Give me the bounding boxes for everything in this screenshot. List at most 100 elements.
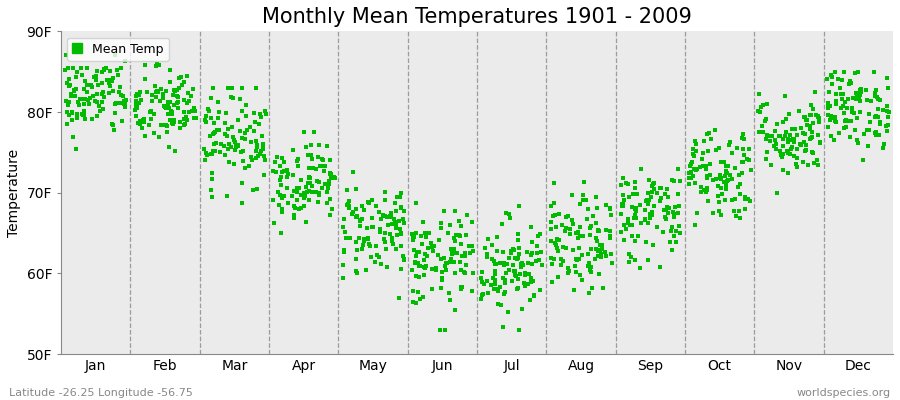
Point — [643, 176, 657, 183]
Point — [176, 79, 191, 85]
Point — [572, 256, 586, 262]
Point — [372, 208, 386, 215]
Point — [219, 110, 233, 116]
Point — [302, 188, 316, 194]
Text: worldspecies.org: worldspecies.org — [796, 388, 891, 398]
Point — [94, 80, 109, 86]
Point — [752, 129, 766, 135]
Point — [789, 164, 804, 170]
Point — [303, 142, 318, 148]
Point — [661, 210, 675, 216]
Point — [552, 274, 566, 280]
Point — [132, 88, 147, 95]
Point — [187, 108, 202, 114]
Point — [418, 230, 432, 236]
Point — [164, 107, 178, 114]
Point — [716, 191, 730, 197]
Point — [136, 117, 150, 123]
Point — [368, 258, 382, 265]
Point — [324, 171, 338, 178]
Point — [226, 95, 240, 101]
Point — [434, 285, 448, 292]
Point — [280, 185, 294, 191]
Point — [708, 147, 723, 154]
Point — [837, 110, 851, 116]
Point — [647, 186, 662, 192]
Point — [500, 210, 514, 216]
Point — [304, 152, 319, 159]
Point — [508, 268, 522, 274]
Point — [646, 181, 661, 187]
Point — [223, 94, 238, 100]
Point — [703, 160, 717, 167]
Point — [573, 233, 588, 239]
Point — [787, 136, 801, 142]
Point — [842, 118, 856, 124]
Point — [719, 186, 733, 192]
Point — [362, 240, 376, 247]
Point — [532, 257, 546, 263]
Point — [590, 253, 605, 259]
Title: Monthly Mean Temperatures 1901 - 2009: Monthly Mean Temperatures 1901 - 2009 — [262, 7, 692, 27]
Point — [204, 194, 219, 200]
Point — [325, 206, 339, 212]
Point — [452, 232, 466, 238]
Point — [129, 100, 143, 106]
Point — [160, 111, 175, 118]
Point — [454, 286, 468, 292]
Point — [385, 235, 400, 241]
Point — [719, 170, 733, 176]
Point — [365, 223, 380, 230]
Point — [687, 146, 701, 153]
Point — [159, 88, 174, 94]
Point — [305, 156, 320, 162]
Point — [652, 264, 667, 270]
Point — [834, 91, 849, 97]
Point — [222, 140, 237, 147]
Point — [434, 256, 448, 263]
Point — [783, 150, 797, 157]
Point — [228, 147, 242, 153]
Point — [392, 218, 407, 224]
Point — [700, 148, 715, 154]
Point — [175, 81, 189, 88]
Point — [785, 126, 799, 133]
Point — [581, 262, 596, 269]
Point — [572, 224, 587, 231]
Point — [458, 231, 473, 238]
Point — [759, 155, 773, 162]
Point — [660, 204, 674, 210]
Point — [527, 292, 542, 298]
Point — [769, 146, 783, 152]
Point — [454, 267, 468, 274]
Point — [770, 190, 784, 196]
Point — [349, 270, 364, 276]
Point — [699, 131, 714, 137]
Point — [700, 185, 715, 192]
Point — [503, 248, 517, 254]
Point — [95, 106, 110, 112]
Point — [321, 184, 336, 191]
Point — [581, 251, 596, 258]
Point — [171, 104, 185, 111]
Point — [227, 137, 241, 143]
Point — [735, 159, 750, 166]
Point — [665, 176, 680, 183]
Point — [513, 271, 527, 277]
Point — [810, 162, 824, 168]
Point — [796, 114, 811, 120]
Point — [130, 105, 144, 112]
Point — [782, 132, 796, 138]
Point — [432, 327, 446, 333]
Point — [321, 180, 336, 187]
Point — [798, 146, 813, 153]
Point — [504, 250, 518, 256]
Point — [660, 186, 674, 192]
Point — [616, 202, 630, 209]
Point — [293, 205, 308, 211]
Point — [361, 236, 375, 242]
Point — [870, 106, 885, 112]
Point — [88, 98, 103, 104]
Point — [641, 196, 655, 203]
Point — [417, 264, 431, 270]
